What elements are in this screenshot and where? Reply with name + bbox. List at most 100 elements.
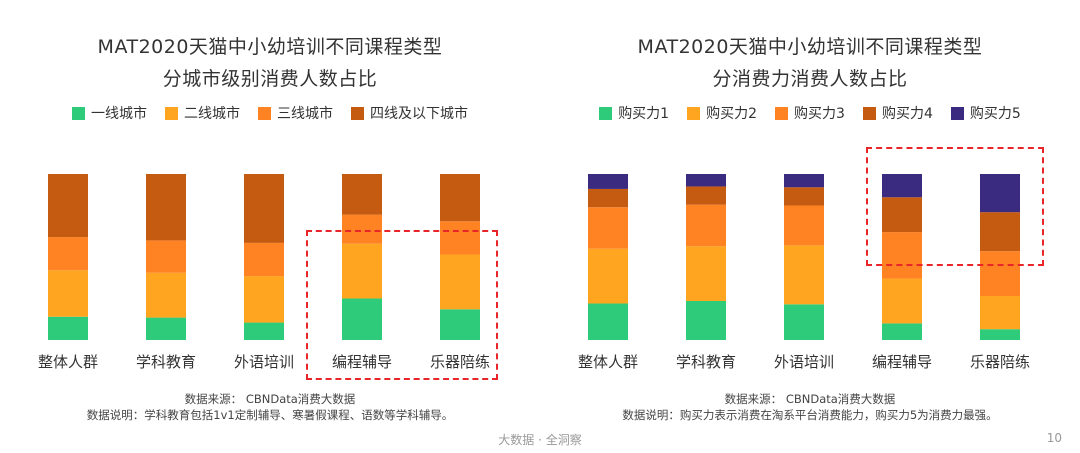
legend-label: 三线城市 bbox=[277, 106, 333, 122]
highlight-box-right bbox=[866, 147, 1044, 266]
bar-segment bbox=[342, 214, 382, 244]
bar-segment bbox=[588, 303, 628, 340]
legend-item: 三线城市 bbox=[258, 103, 333, 123]
legend-swatch bbox=[687, 106, 701, 120]
bar-segment bbox=[686, 186, 726, 205]
data-explanation-note: 数据说明：购买力表示消费在淘系平台消费能力，购买力5为消费力最强。 bbox=[622, 408, 998, 422]
legend-label: 二线城市 bbox=[184, 106, 240, 122]
bar-segment bbox=[980, 329, 1020, 340]
legend-item: 购买力3 bbox=[775, 103, 845, 123]
bar-segment bbox=[882, 278, 922, 324]
bar-segment bbox=[440, 309, 480, 340]
bar-segment bbox=[146, 272, 186, 318]
bar-segment bbox=[146, 174, 186, 241]
bar-segment bbox=[244, 276, 284, 323]
bar-segment bbox=[48, 270, 88, 317]
legend-label: 购买力3 bbox=[794, 106, 845, 122]
chart-legend: 购买力1 购买力2 购买力3 购买力4 购买力5 bbox=[540, 103, 1080, 123]
legend-swatch bbox=[165, 106, 178, 120]
legend-label: 购买力5 bbox=[969, 106, 1021, 122]
legend-label: 一线城市 bbox=[91, 106, 147, 122]
legend-label: 购买力2 bbox=[706, 106, 758, 122]
bar-segment bbox=[882, 323, 922, 340]
bar-segment bbox=[784, 187, 824, 206]
bar-segment bbox=[244, 242, 284, 277]
bar-segment bbox=[784, 245, 824, 305]
category-label: 整体人群 bbox=[38, 353, 98, 371]
legend-item: 购买力1 bbox=[599, 103, 669, 123]
data-source-note: 数据来源： CBNData消费大数据 bbox=[184, 392, 356, 406]
bar-segment bbox=[440, 254, 480, 310]
legend-item: 购买力4 bbox=[862, 103, 933, 123]
bar-segment bbox=[882, 174, 922, 198]
bar-segment bbox=[48, 174, 88, 238]
bar-segment bbox=[342, 298, 382, 340]
bar-segment bbox=[146, 240, 186, 273]
bar-segment bbox=[980, 212, 1020, 252]
category-label: 编程辅导 bbox=[872, 353, 932, 371]
legend-label: 购买力1 bbox=[618, 106, 670, 122]
chart-panel-purchasing-power: MAT2020天猫中小幼培训不同课程类型 分消费力消费人数占比 购买力1 购买力2… bbox=[540, 0, 1080, 430]
legend-swatch bbox=[950, 106, 964, 120]
category-label: 乐器陪练 bbox=[970, 353, 1030, 371]
category-label: 学科教育 bbox=[136, 353, 196, 371]
bar-segment bbox=[784, 205, 824, 246]
stacked-bar-chart-city-tier: 整体人群 学科教育 外语培训 编程辅导 乐器陪练 bbox=[38, 174, 490, 371]
chart-title-line1: MAT2020天猫中小幼培训不同课程类型 bbox=[637, 36, 983, 58]
bar-segment bbox=[882, 197, 922, 233]
legend-swatch bbox=[351, 106, 364, 120]
bar-segment bbox=[440, 174, 480, 222]
bar-segment bbox=[588, 174, 628, 189]
legend-item: 购买力2 bbox=[687, 103, 757, 123]
stacked-bar-chart-purchasing-power: 整体人群 学科教育 外语培训 编程辅导 乐器陪练 bbox=[578, 174, 1030, 371]
chart-legend: 一线城市 二线城市 三线城市 四线及以下城市 bbox=[0, 103, 540, 123]
data-explanation-note: 数据说明：学科教育包括1v1定制辅导、寒暑假课程、语数等学科辅导。 bbox=[86, 408, 454, 422]
bar-segment bbox=[244, 322, 284, 340]
category-label: 整体人群 bbox=[578, 353, 638, 371]
bar-segment bbox=[48, 237, 88, 271]
legend-label: 购买力4 bbox=[881, 106, 933, 122]
chart-panel-city-tier: MAT2020天猫中小幼培训不同课程类型 分城市级别消费人数占比 一线城市 二线城… bbox=[0, 0, 540, 430]
bar-segment bbox=[784, 174, 824, 188]
legend-swatch bbox=[775, 106, 789, 120]
data-source-note: 数据来源： CBNData消费大数据 bbox=[724, 392, 896, 406]
legend-label: 四线及以下城市 bbox=[370, 106, 468, 122]
bar-segment bbox=[980, 174, 1020, 213]
bar-segment bbox=[342, 174, 382, 215]
footer-slogan: 大数据 · 全洞察 bbox=[498, 433, 582, 447]
legend-swatch bbox=[258, 106, 271, 120]
bar-segment bbox=[342, 243, 382, 299]
page-number: 10 bbox=[1046, 431, 1062, 445]
bar-segment bbox=[686, 174, 726, 187]
bar-segment bbox=[686, 246, 726, 301]
bar-segment bbox=[588, 248, 628, 304]
legend-item: 一线城市 bbox=[72, 103, 147, 123]
highlight-box-left bbox=[306, 230, 498, 380]
category-label: 学科教育 bbox=[676, 353, 736, 371]
bar-segment bbox=[146, 317, 186, 340]
bar-segment bbox=[588, 188, 628, 208]
bar-segment bbox=[980, 296, 1020, 330]
legend-item: 二线城市 bbox=[165, 103, 240, 123]
category-label: 乐器陪练 bbox=[430, 353, 490, 371]
bar-segment bbox=[784, 304, 824, 340]
category-label: 外语培训 bbox=[774, 353, 834, 371]
bar-segment bbox=[588, 207, 628, 249]
bar-segment bbox=[980, 251, 1020, 297]
bar-segment bbox=[882, 232, 922, 279]
bar-segment bbox=[244, 174, 284, 243]
chart-title-line2: 分城市级别消费人数占比 bbox=[162, 68, 378, 90]
bar-segment bbox=[686, 300, 726, 340]
chart-title-line1: MAT2020天猫中小幼培训不同课程类型 bbox=[97, 36, 443, 58]
bar-segment bbox=[686, 204, 726, 247]
legend-item: 四线及以下城市 bbox=[351, 103, 468, 123]
legend-swatch bbox=[599, 106, 613, 120]
category-label: 编程辅导 bbox=[332, 353, 392, 371]
category-label: 外语培训 bbox=[234, 353, 294, 371]
bar-segment bbox=[48, 316, 88, 340]
chart-title-line2: 分消费力消费人数占比 bbox=[712, 68, 908, 90]
legend-item: 购买力5 bbox=[950, 103, 1021, 123]
bar-segment bbox=[440, 221, 480, 255]
legend-swatch bbox=[72, 106, 85, 120]
legend-swatch bbox=[862, 106, 876, 120]
